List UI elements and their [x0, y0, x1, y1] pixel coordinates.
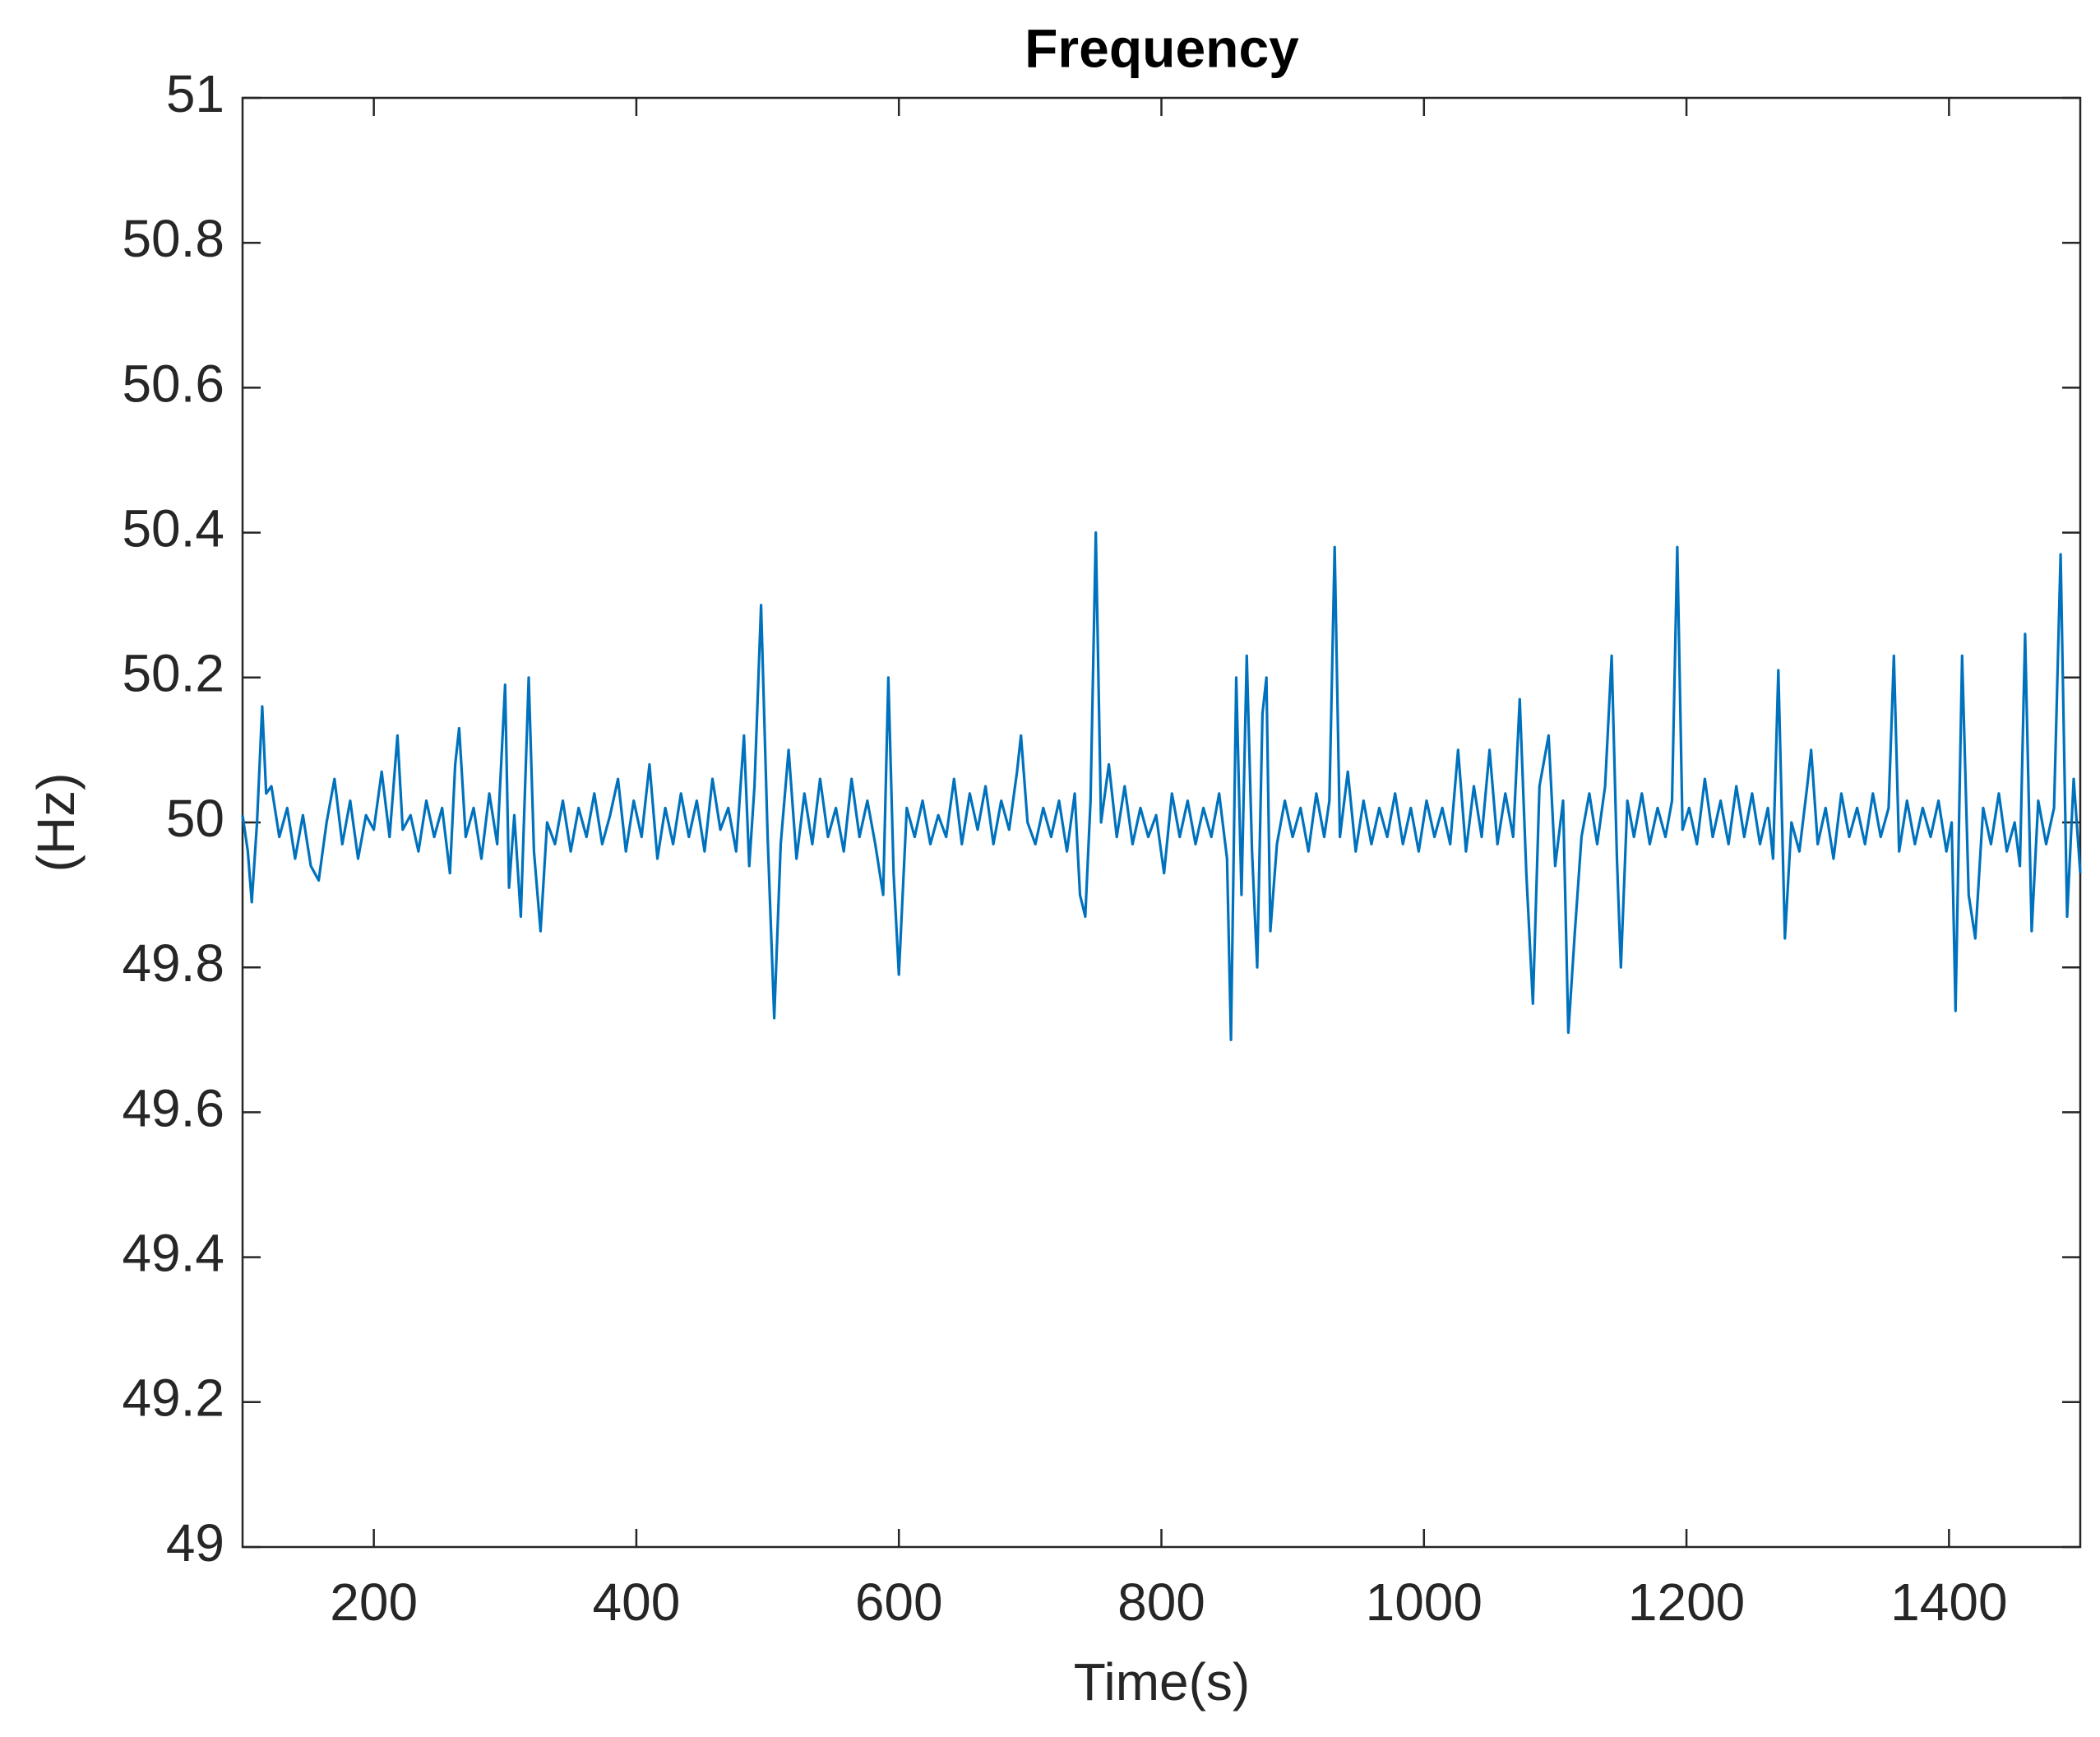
y-tick-label: 50 — [166, 789, 224, 848]
plot-frame — [241, 96, 2082, 1549]
y-tick-label: 49.8 — [122, 933, 224, 993]
x-tick-label: 1400 — [1890, 1573, 2007, 1632]
y-tick-label: 50.8 — [122, 209, 224, 268]
x-axis-label: Time(s) — [1074, 1652, 1250, 1712]
y-tick-label: 49.6 — [122, 1078, 224, 1137]
chart-title: Frequency — [1025, 17, 1299, 78]
y-tick-label: 50.6 — [122, 354, 224, 413]
y-tick-label: 49.4 — [122, 1224, 224, 1283]
y-axis-label: (Hz) — [26, 773, 86, 873]
x-tick-label: 1000 — [1366, 1573, 1482, 1632]
y-tick-label: 49.2 — [122, 1369, 224, 1428]
y-tick-label: 49 — [166, 1513, 224, 1573]
x-tick-label: 800 — [1117, 1573, 1205, 1632]
x-tick-label: 1200 — [1628, 1573, 1745, 1632]
y-tick-label: 50.4 — [122, 499, 224, 558]
y-tick-label: 51 — [166, 64, 224, 123]
data-line — [241, 531, 2082, 1041]
x-tick-label: 600 — [855, 1573, 943, 1632]
y-tick-label: 50.2 — [122, 644, 224, 703]
x-tick-label: 400 — [593, 1573, 681, 1632]
x-tick-label: 200 — [330, 1573, 418, 1632]
